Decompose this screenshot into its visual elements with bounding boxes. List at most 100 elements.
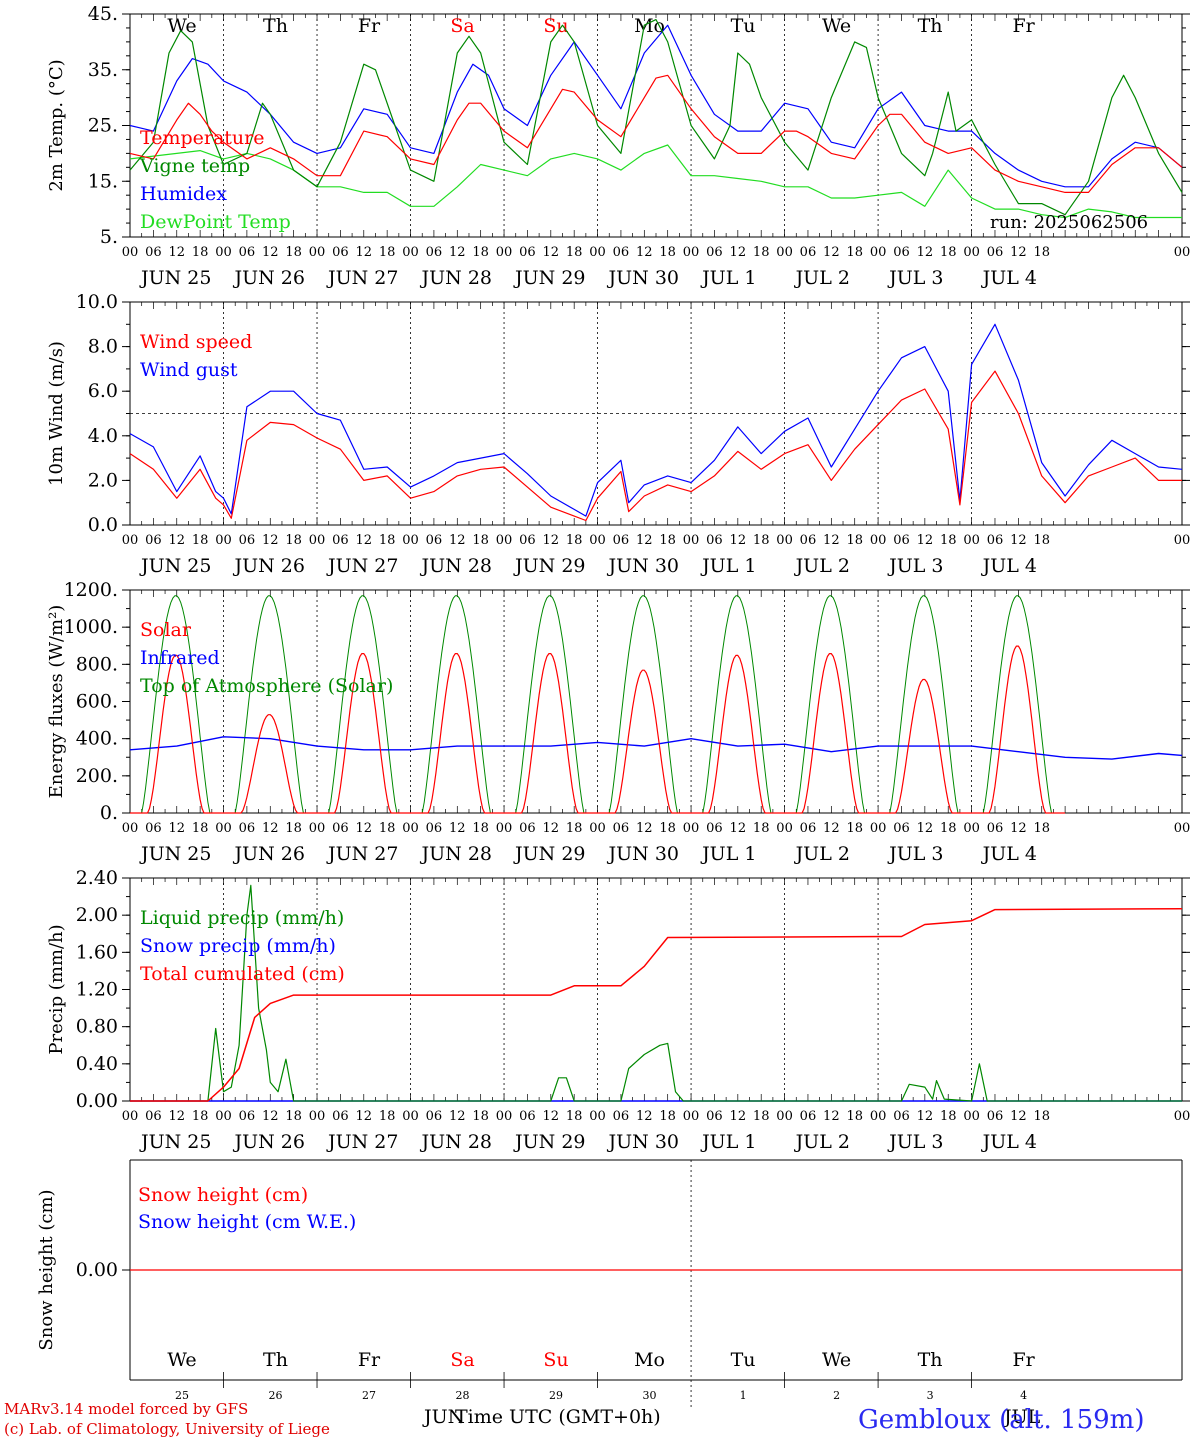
day-number-label: 3 <box>927 1389 934 1402</box>
x-hour-label: 18 <box>659 1109 676 1124</box>
x-hour-label: 06 <box>332 1109 349 1124</box>
footer-lab: (c) Lab. of Climatology, University of L… <box>4 1420 330 1438</box>
x-hour-label: 00 <box>122 1109 139 1124</box>
weekday-label: Mo <box>634 15 665 37</box>
x-hour-label: 00 <box>215 245 232 260</box>
x-hour-label: 18 <box>285 245 302 260</box>
x-date-label: JUL 4 <box>981 267 1037 289</box>
x-hour-label: 06 <box>893 533 910 548</box>
legend-entry: Total cumulated (cm) <box>140 963 345 985</box>
x-hour-label: 12 <box>1010 1109 1027 1124</box>
x-hour-label: 12 <box>262 245 279 260</box>
x-hour-label: 18 <box>753 533 770 548</box>
x-hour-label: 12 <box>1010 533 1027 548</box>
series-total-cumulated <box>130 907 1183 1102</box>
x-hour-label: 18 <box>940 533 957 548</box>
weekday-label: Tu <box>731 15 756 37</box>
y-tick-label: 200. <box>76 765 118 787</box>
x-hour-label: 12 <box>823 533 840 548</box>
x-hour-label: 06 <box>145 1109 162 1124</box>
x-date-label: JUL 3 <box>887 267 943 289</box>
station-label: Gembloux (alt. 159m) <box>858 1405 1144 1435</box>
weekday-label: We <box>167 1349 196 1371</box>
legend-entry: Snow precip (mm/h) <box>140 935 336 957</box>
series-solar <box>130 645 1066 814</box>
legend-entry: Liquid precip (mm/h) <box>140 907 344 929</box>
y-tick-label: 5. <box>100 226 118 248</box>
y-tick-label: 6.0 <box>88 380 118 402</box>
x-hour-label: 18 <box>1033 821 1050 836</box>
x-hour-label: 00 <box>589 533 606 548</box>
day-number-label: 30 <box>643 1389 657 1402</box>
x-hour-label: 12 <box>449 245 466 260</box>
legend-entry: Humidex <box>140 183 227 205</box>
weekday-label: Th <box>263 1349 288 1371</box>
x-hour-label: 12 <box>917 821 934 836</box>
x-hour-label: 06 <box>239 1109 256 1124</box>
footer-month-left: JUN <box>422 1406 464 1428</box>
x-hour-label: 06 <box>239 821 256 836</box>
x-hour-label: 12 <box>823 1109 840 1124</box>
x-hour-label: 00 <box>683 1109 700 1124</box>
legend-entry: Top of Atmosphere (Solar) <box>140 675 393 697</box>
x-hour-label: 18 <box>566 821 583 836</box>
x-date-label: JUL 4 <box>981 1131 1037 1153</box>
x-hour-label: 18 <box>192 533 209 548</box>
footer-model: MARv3.14 model forced by GFS <box>4 1400 248 1418</box>
legend-entry: Snow height (cm W.E.) <box>138 1211 356 1233</box>
x-hour-label: 06 <box>332 821 349 836</box>
x-hour-label: 12 <box>168 245 185 260</box>
x-hour-label: 18 <box>379 821 396 836</box>
x-hour-label: 06 <box>987 821 1004 836</box>
day-number-label: 1 <box>740 1389 747 1402</box>
panel-wind: 0.0 2.0 4.0 6.0 8.0 10.0 10m Wind (m/s) 00 06 12 1… <box>46 291 1190 577</box>
x-hour-label: 06 <box>893 1109 910 1124</box>
x-hour-label: 00 <box>309 821 326 836</box>
x-hour-label: 12 <box>636 1109 653 1124</box>
x-hour-label: 00 <box>122 821 139 836</box>
x-hour-label: 12 <box>1010 245 1027 260</box>
x-date-label: JUN 29 <box>513 1131 585 1153</box>
x-hour-label: 00 <box>589 1109 606 1124</box>
x-hour-label: 00 <box>870 821 887 836</box>
x-date-label: JUL 4 <box>981 555 1037 577</box>
y-tick-label: 0.80 <box>76 1016 118 1038</box>
x-hour-label: 00 <box>963 821 980 836</box>
x-hour-label: 06 <box>426 1109 443 1124</box>
x-date-label: JUN 28 <box>420 267 492 289</box>
x-hour-label: 06 <box>145 245 162 260</box>
x-hour-label: 18 <box>846 533 863 548</box>
x-hour-label: 18 <box>472 245 489 260</box>
x-hour-label: 06 <box>145 821 162 836</box>
panel-energy: 0. 200. 400. 600. 800. 1000. 1200. Energy fluxe… <box>46 579 1190 865</box>
x-hour-label: 12 <box>917 245 934 260</box>
x-hour-label: 00 <box>589 245 606 260</box>
x-hour-label: 00 <box>683 533 700 548</box>
y-tick-label: 1.20 <box>76 979 118 1001</box>
series-dewpoint-temp <box>129 144 1182 219</box>
weekday-label: We <box>167 15 196 37</box>
x-date-label: JUN 25 <box>139 267 211 289</box>
x-hour-label: 18 <box>940 821 957 836</box>
x-hour-label: 06 <box>426 821 443 836</box>
x-hour-label: 06 <box>519 1109 536 1124</box>
x-hour-label: 12 <box>356 533 373 548</box>
x-hour-label: 12 <box>449 1109 466 1124</box>
x-hour-label: 12 <box>543 245 560 260</box>
y-tick-label: 2.0 <box>88 469 118 491</box>
day-number-label: 2 <box>833 1389 840 1402</box>
y-tick-label: 1.60 <box>76 941 118 963</box>
x-hour-label: 06 <box>987 1109 1004 1124</box>
x-hour-label: 00 <box>589 821 606 836</box>
x-date-label: JUN 25 <box>139 843 211 865</box>
y-tick-label: 0. <box>100 802 118 824</box>
x-hour-label: 00 <box>776 1109 793 1124</box>
x-hour-label: 06 <box>800 1109 817 1124</box>
x-hour-label: 18 <box>659 533 676 548</box>
x-hour-label: 00 <box>776 245 793 260</box>
y-tick-label: 400. <box>76 728 118 750</box>
x-date-label: JUL 3 <box>887 1131 943 1153</box>
x-hour-label: 00 <box>870 245 887 260</box>
x-hour-label: 18 <box>285 821 302 836</box>
x-hour-label: 00 <box>1174 821 1191 836</box>
